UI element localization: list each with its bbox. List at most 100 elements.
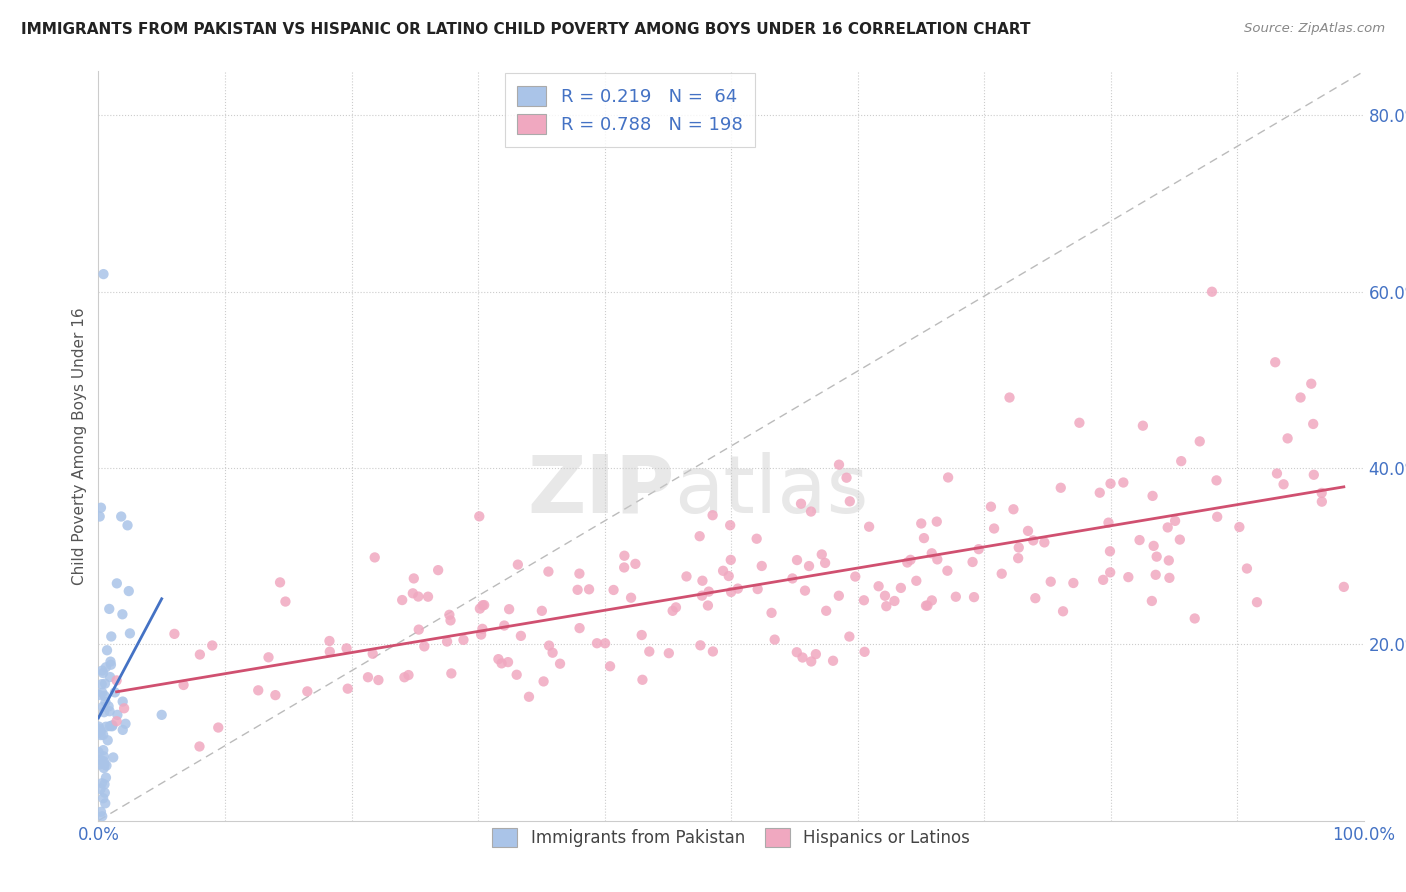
- Point: [90, 500, 112, 515]
- Point: [883, 594, 905, 608]
- Point: [936, 564, 959, 578]
- Point: [1118, 570, 1140, 584]
- Point: [794, 583, 817, 598]
- Point: [792, 650, 814, 665]
- Point: [1302, 467, 1324, 482]
- Point: [468, 509, 491, 524]
- Point: [828, 589, 851, 603]
- Point: [1092, 573, 1115, 587]
- Point: [90, 724, 112, 739]
- Point: [269, 575, 291, 590]
- Point: [1098, 544, 1121, 558]
- Point: [117, 518, 139, 533]
- Point: [470, 627, 492, 641]
- Point: [91, 665, 114, 680]
- Point: [471, 622, 494, 636]
- Point: [823, 654, 845, 668]
- Point: [1142, 489, 1164, 503]
- Point: [472, 598, 495, 612]
- Point: [87, 745, 110, 759]
- Point: [675, 569, 697, 583]
- Point: [94, 771, 117, 785]
- Point: [91, 664, 114, 678]
- Point: [94, 695, 117, 709]
- Point: [533, 674, 555, 689]
- Point: [1333, 580, 1355, 594]
- Point: [94, 660, 117, 674]
- Point: [97, 699, 120, 714]
- Point: [111, 723, 134, 737]
- Point: [468, 601, 491, 615]
- Point: [858, 519, 880, 533]
- Point: [912, 531, 935, 545]
- Point: [105, 576, 128, 591]
- Point: [100, 630, 122, 644]
- Point: [87, 725, 110, 739]
- Point: [613, 549, 636, 563]
- Point: [498, 602, 520, 616]
- Point: [97, 733, 120, 747]
- Point: [1168, 533, 1191, 547]
- Point: [702, 508, 724, 523]
- Point: [94, 720, 117, 734]
- Point: [1302, 417, 1324, 431]
- Point: [509, 629, 531, 643]
- Point: [602, 582, 624, 597]
- Point: [391, 593, 413, 607]
- Point: [408, 623, 430, 637]
- Point: [436, 634, 458, 648]
- Point: [93, 689, 115, 703]
- Point: [491, 657, 513, 671]
- Point: [188, 648, 211, 662]
- Point: [89, 782, 111, 797]
- Point: [720, 585, 742, 599]
- Point: [810, 548, 832, 562]
- Point: [111, 607, 134, 622]
- Point: [91, 728, 114, 742]
- Point: [586, 636, 609, 650]
- Point: [494, 618, 516, 632]
- Point: [1201, 285, 1223, 299]
- Point: [1128, 533, 1150, 547]
- Point: [568, 566, 591, 581]
- Point: [1049, 481, 1071, 495]
- Point: [658, 646, 681, 660]
- Point: [98, 704, 121, 718]
- Point: [1099, 566, 1122, 580]
- Point: [814, 556, 837, 570]
- Point: [93, 757, 115, 772]
- Point: [1206, 509, 1229, 524]
- Point: [440, 666, 463, 681]
- Point: [838, 630, 860, 644]
- Point: [613, 560, 636, 574]
- Point: [98, 602, 121, 616]
- Point: [1097, 516, 1119, 530]
- Point: [91, 809, 114, 823]
- Point: [104, 685, 127, 699]
- Point: [150, 707, 173, 722]
- Point: [319, 645, 342, 659]
- Point: [745, 532, 768, 546]
- Point: [1157, 553, 1180, 567]
- Point: [101, 719, 124, 733]
- Point: [689, 638, 711, 652]
- Point: [800, 655, 823, 669]
- Point: [917, 599, 939, 613]
- Point: [173, 678, 195, 692]
- Point: [1236, 561, 1258, 575]
- Point: [96, 758, 118, 772]
- Point: [247, 683, 270, 698]
- Point: [593, 636, 616, 650]
- Legend: Immigrants from Pakistan, Hispanics or Latinos: Immigrants from Pakistan, Hispanics or L…: [485, 821, 977, 854]
- Point: [692, 574, 714, 588]
- Point: [93, 761, 115, 775]
- Point: [1062, 576, 1084, 591]
- Point: [87, 720, 110, 734]
- Point: [505, 667, 527, 681]
- Point: [638, 644, 661, 658]
- Point: [718, 518, 741, 533]
- Point: [1052, 604, 1074, 618]
- Point: [264, 688, 287, 702]
- Point: [1039, 574, 1062, 589]
- Point: [844, 569, 866, 583]
